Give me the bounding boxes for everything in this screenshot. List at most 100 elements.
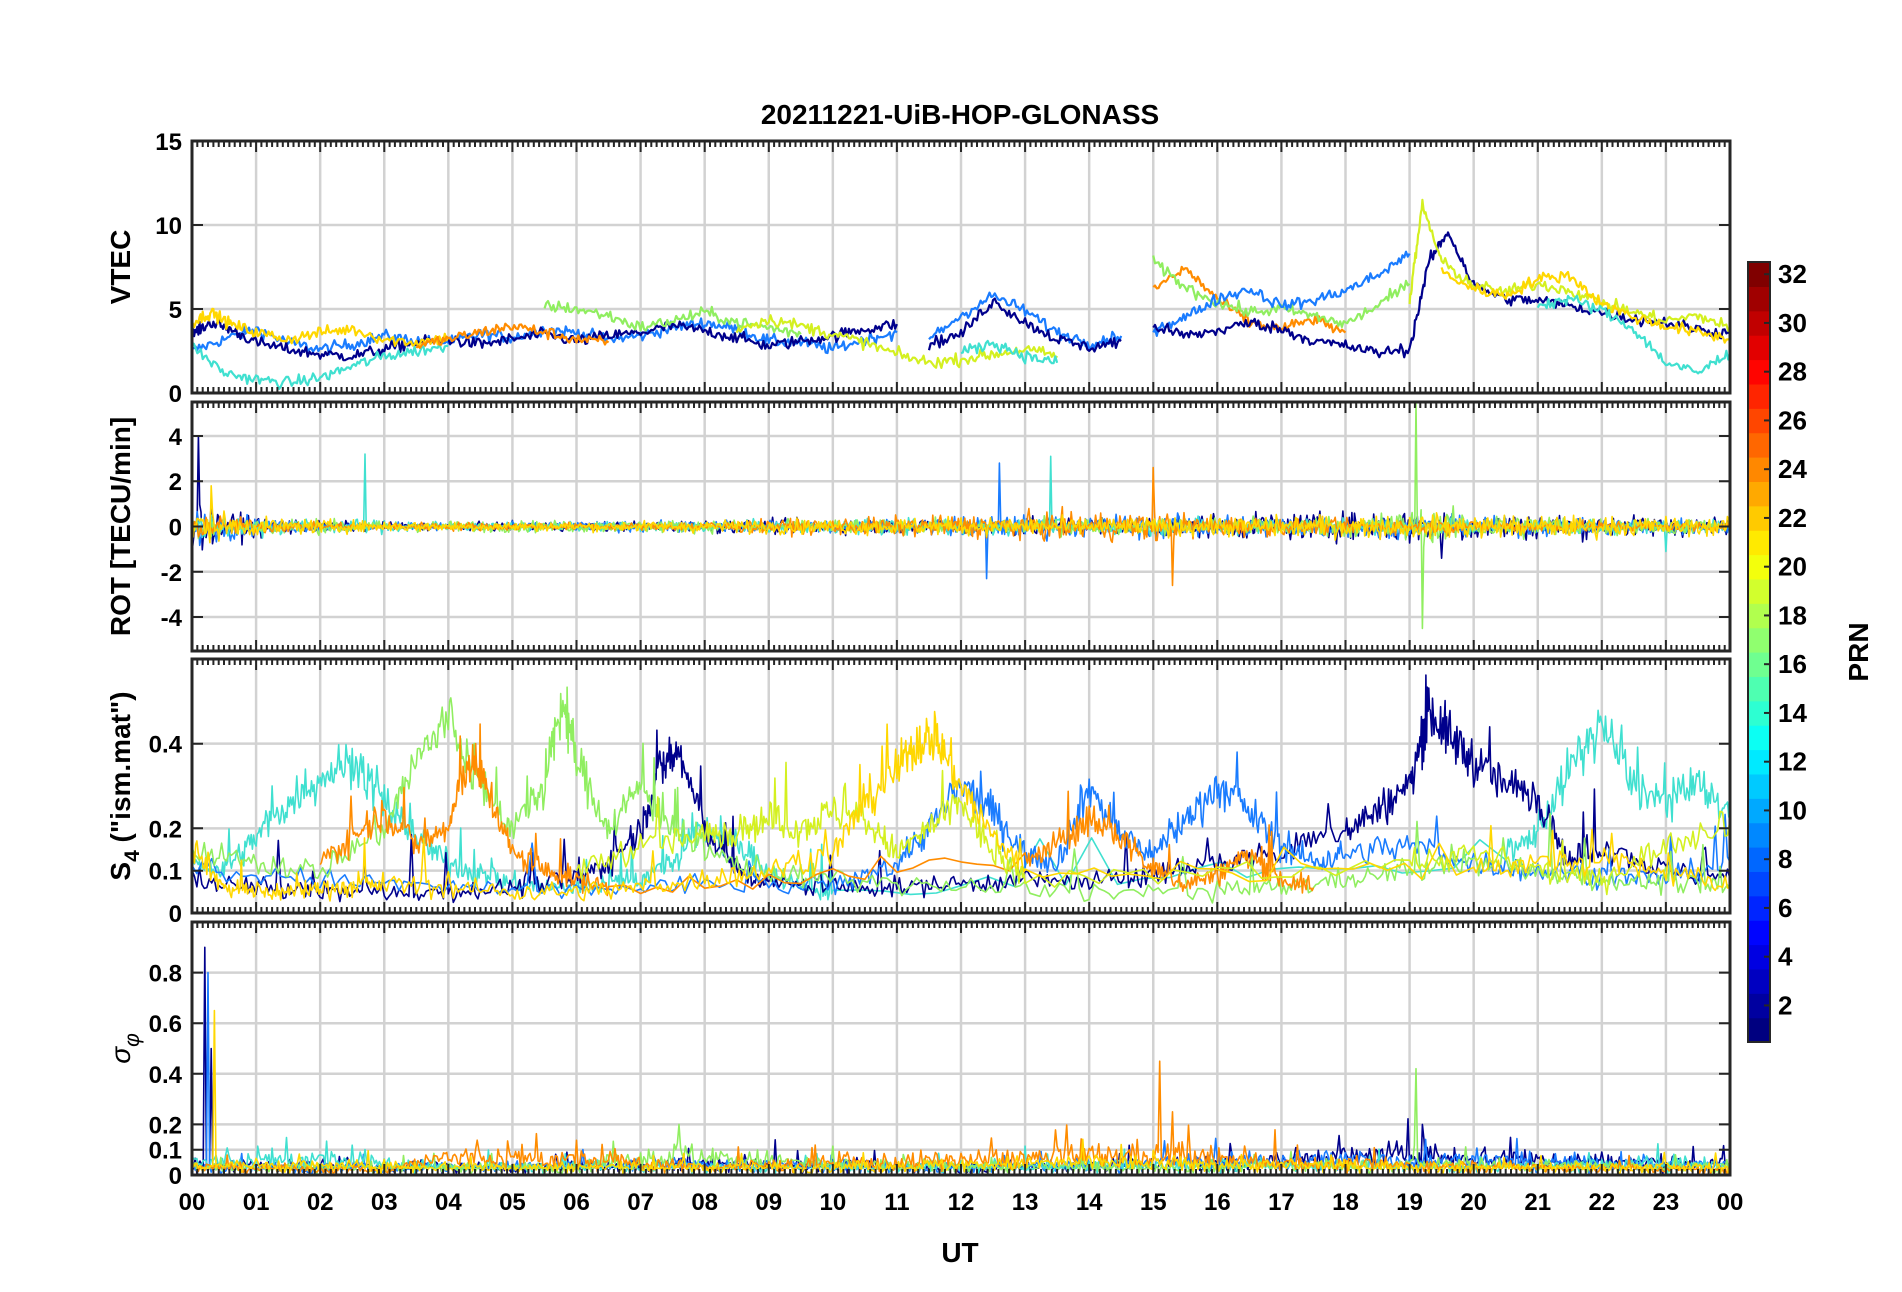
colorbar-swatch (1748, 554, 1770, 580)
colorbar-swatch (1748, 603, 1770, 629)
x-tick-label: 04 (435, 1189, 462, 1216)
colorbar-tick-label: 6 (1778, 893, 1792, 923)
colorbar-swatch (1748, 457, 1770, 482)
colorbar-swatch (1748, 700, 1770, 726)
x-tick-label: 00 (1717, 1189, 1744, 1216)
y-tick-label: 10 (155, 213, 182, 240)
series-group (192, 198, 1730, 390)
x-tick-label: 00 (179, 1189, 206, 1216)
series-line-1 (192, 709, 1730, 901)
y-tick-label: 0 (169, 1163, 182, 1190)
y-tick-label: 2 (169, 469, 182, 496)
x-tick-label: 21 (1524, 1189, 1551, 1216)
colorbar-tick-label: 24 (1778, 454, 1807, 484)
series-line-3 (192, 342, 449, 390)
colorbar-tick-label: 14 (1778, 698, 1807, 728)
y-tick-label: 0.1 (149, 859, 182, 886)
x-tick-label: 08 (691, 1189, 718, 1216)
y-tick-label: 0.1 (149, 1138, 182, 1165)
colorbar-swatch (1748, 871, 1770, 897)
colorbar-tick-label: 20 (1778, 552, 1807, 582)
y-axis-label-sub: φ (121, 1033, 144, 1047)
series-line-2 (192, 319, 898, 362)
tick-marks (191, 659, 1731, 914)
y-axis-label: ROT [TECU/min] (105, 417, 136, 636)
y-axis-label: VTEC (105, 230, 136, 305)
colorbar-swatch (1748, 968, 1770, 994)
y-axis-label-sub: 4 (121, 850, 144, 862)
x-tick-label: 12 (948, 1189, 975, 1216)
series-line-9 (927, 297, 1122, 353)
x-tick-label: 22 (1588, 1189, 1615, 1216)
colorbar-swatch (1748, 725, 1770, 751)
y-axis-label: S4 ("ism.mat") (105, 691, 144, 880)
x-tick-label: 07 (627, 1189, 654, 1216)
y-tick-label: 0 (169, 515, 182, 542)
series-group (192, 402, 1730, 630)
y-tick-label: 0.4 (149, 732, 183, 759)
colorbar-swatch (1748, 359, 1770, 385)
colorbar-swatch (1748, 505, 1770, 531)
chart-title: 20211221-UiB-HOP-GLONASS (761, 99, 1159, 130)
colorbar-tick-label: 26 (1778, 405, 1807, 435)
x-tick-label: 16 (1204, 1189, 1231, 1216)
series-line-6 (575, 761, 1730, 896)
y-axis-label-rest: ("ism.mat") (105, 691, 136, 850)
x-tick-label: 13 (1012, 1189, 1039, 1216)
y-tick-label: 5 (169, 297, 182, 324)
x-tick-label: 11 (884, 1189, 909, 1216)
colorbar-swatch (1748, 432, 1770, 458)
y-axis-label-main: S (105, 862, 136, 881)
y-tick-label: 0.4 (149, 1062, 183, 1089)
colorbar-tick-label: 10 (1778, 795, 1807, 825)
series-line-7 (192, 710, 1730, 902)
colorbar-swatch (1748, 773, 1770, 799)
x-tick-label: 01 (243, 1189, 270, 1216)
panel-2: -4 -2 0 2 4 ROT [TECU/min] (105, 400, 1732, 653)
series-line-6 (192, 485, 1730, 544)
colorbar-tick-label: 32 (1778, 259, 1807, 289)
y-tick-label: 15 (155, 129, 182, 156)
colorbar-swatch (1748, 335, 1770, 361)
series-line-7 (735, 314, 1059, 369)
colorbar-swatch (1748, 286, 1770, 312)
colorbar-tick-label: 18 (1778, 600, 1807, 630)
colorbar-swatch (1748, 847, 1770, 872)
colorbar-swatch (1748, 749, 1770, 775)
colorbar-swatch (1748, 822, 1770, 848)
panel-4: 00.10.2 0.4 0.6 0.8 σφ (105, 920, 1732, 1190)
tick-marks (191, 140, 1731, 394)
colorbar-swatch (1748, 944, 1770, 970)
series-line-5 (415, 322, 610, 349)
x-tick-label: 02 (307, 1189, 334, 1216)
x-tick-label: 09 (755, 1189, 782, 1216)
colorbar-swatch (1748, 627, 1770, 653)
x-tick-label: 05 (499, 1189, 526, 1216)
tick-marks (191, 402, 1731, 651)
colorbar-swatch (1748, 408, 1770, 434)
series-line-4 (192, 307, 450, 348)
series-group (192, 674, 1730, 904)
y-axis-label: σφ (105, 1033, 144, 1064)
series-line-10 (960, 339, 1059, 365)
series-line-14 (1152, 231, 1730, 359)
x-tick-label: 17 (1268, 1189, 1295, 1216)
colorbar-swatch (1748, 1017, 1770, 1043)
y-tick-label: 0.2 (149, 816, 182, 843)
colorbar-swatch (1748, 798, 1770, 824)
colorbar-swatch (1748, 578, 1770, 604)
y-tick-label: -2 (161, 560, 182, 587)
colorbar-tick-label: 22 (1778, 503, 1807, 533)
x-tick-label: 23 (1653, 1189, 1680, 1216)
colorbar-tick-label: 8 (1778, 844, 1792, 874)
colorbar-tick-label: 4 (1778, 942, 1793, 972)
series-line-5 (192, 1060, 1730, 1175)
series-line-11 (1152, 265, 1347, 334)
y-tick-label: 0.2 (149, 1112, 182, 1139)
colorbar-tick-label: 30 (1778, 308, 1807, 338)
panel-3: 00.10.20.4S4 ("ism.mat") (105, 657, 1732, 928)
x-tick-label: 06 (563, 1189, 590, 1216)
colorbar-swatch (1748, 481, 1770, 507)
